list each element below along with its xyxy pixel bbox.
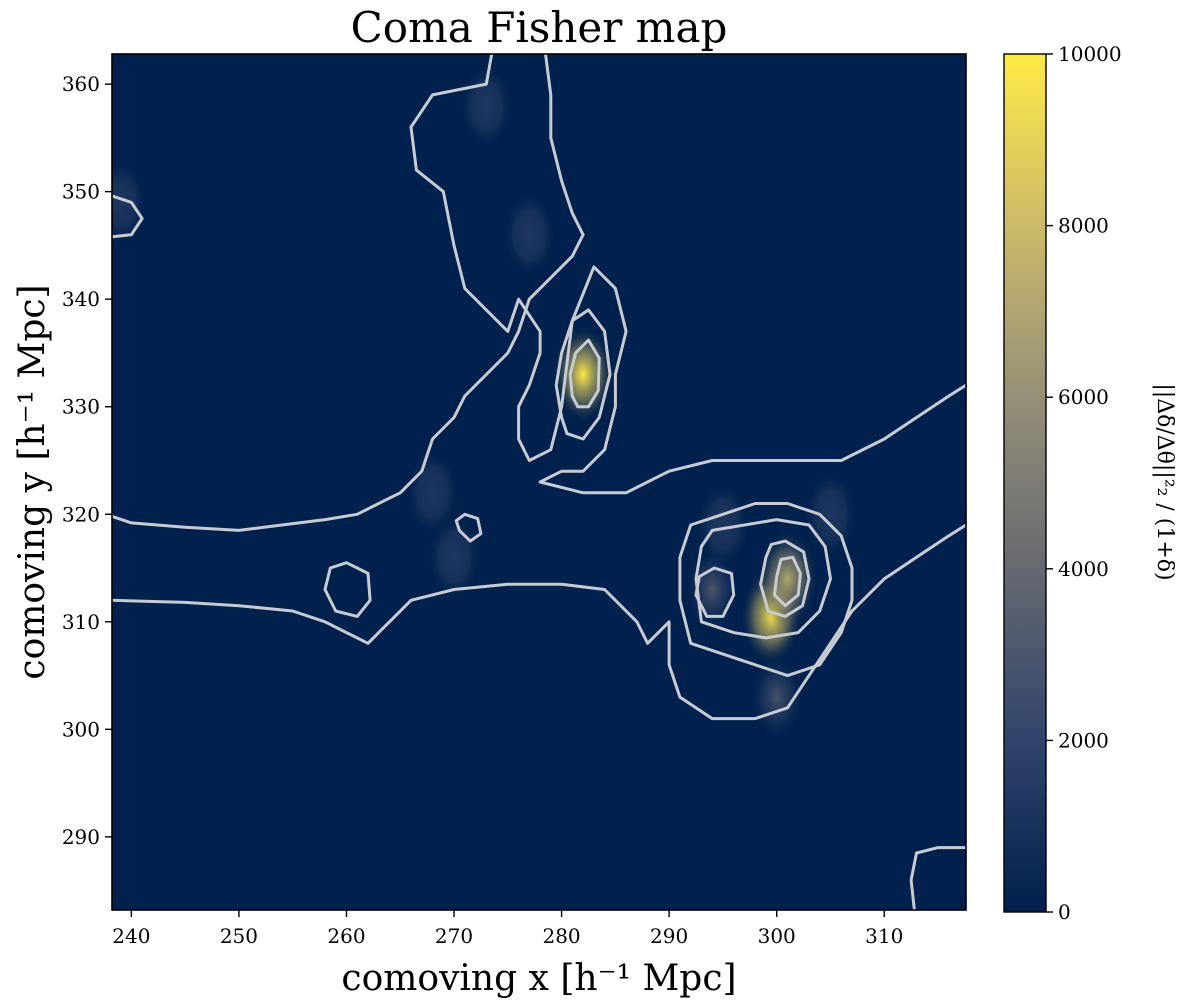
contour-line — [554, 308, 612, 441]
y-axis-ticks: 290 300 310 320 330 340 350 360 — [62, 72, 112, 849]
heatmap-hotspot — [803, 470, 858, 558]
x-tick-label: 280 — [542, 924, 580, 948]
colorbar-tick-label: 10000 — [1058, 42, 1122, 66]
heatmap-hotspot — [405, 449, 460, 537]
contour-line — [773, 555, 802, 608]
x-tick-label: 250 — [220, 924, 258, 948]
contour-line — [454, 512, 483, 543]
contour-line — [694, 566, 736, 618]
contour-lines — [112, 54, 966, 910]
heatmap-hotspot — [426, 513, 482, 601]
colorbar-tick-label: 4000 — [1058, 557, 1109, 581]
contour-line — [694, 518, 832, 640]
x-tick-label: 310 — [865, 924, 903, 948]
x-tick-label: 300 — [758, 924, 796, 948]
contour-line — [323, 561, 372, 618]
y-tick-label: 340 — [62, 287, 100, 311]
chart-title: Coma Fisher map — [351, 3, 728, 52]
colorbar — [1003, 53, 1047, 913]
heatmap-hotspot — [501, 191, 557, 279]
heatmap-hotspot — [695, 481, 751, 569]
contour-line — [112, 523, 966, 721]
heatmap-area — [112, 54, 966, 910]
colorbar-tick-label: 2000 — [1058, 728, 1109, 752]
heatmap-hotspot — [112, 158, 149, 246]
y-tick-label: 300 — [62, 717, 100, 741]
y-axis-label: comoving y [h⁻¹ Mpc] — [12, 284, 53, 679]
colorbar-tick-label: 6000 — [1058, 385, 1109, 409]
y-tick-label: 330 — [62, 395, 100, 419]
plot-frame — [111, 53, 967, 911]
y-tick-label: 310 — [62, 610, 100, 634]
colorbar-tick-label: 8000 — [1058, 214, 1109, 238]
contour-line — [759, 539, 811, 618]
contour-line — [568, 338, 601, 409]
x-tick-label: 260 — [327, 924, 365, 948]
x-tick-label: 270 — [435, 924, 473, 948]
y-tick-label: 350 — [62, 180, 100, 204]
x-tick-label: 290 — [650, 924, 688, 948]
contour-line — [112, 194, 144, 239]
contour-line — [909, 846, 966, 910]
contour-line — [678, 502, 854, 678]
y-tick-label: 290 — [62, 825, 100, 849]
colorbar-tick-label: 0 — [1058, 900, 1071, 924]
x-axis-label: comoving x [h⁻¹ Mpc] — [341, 958, 736, 999]
colorbar-label: ||Δδ/Δθ||²₂ / (1+δ) — [1152, 383, 1177, 580]
y-tick-label: 320 — [62, 502, 100, 526]
y-tick-label: 360 — [62, 72, 100, 96]
x-tick-label: 240 — [112, 924, 150, 948]
heatmap-hotspot — [458, 62, 514, 150]
x-axis-ticks: 240 250 260 270 280 290 300 310 — [112, 910, 903, 948]
colorbar-ticks: 0 2000 4000 6000 8000 10000 — [1046, 42, 1122, 924]
contour-line — [112, 54, 585, 532]
